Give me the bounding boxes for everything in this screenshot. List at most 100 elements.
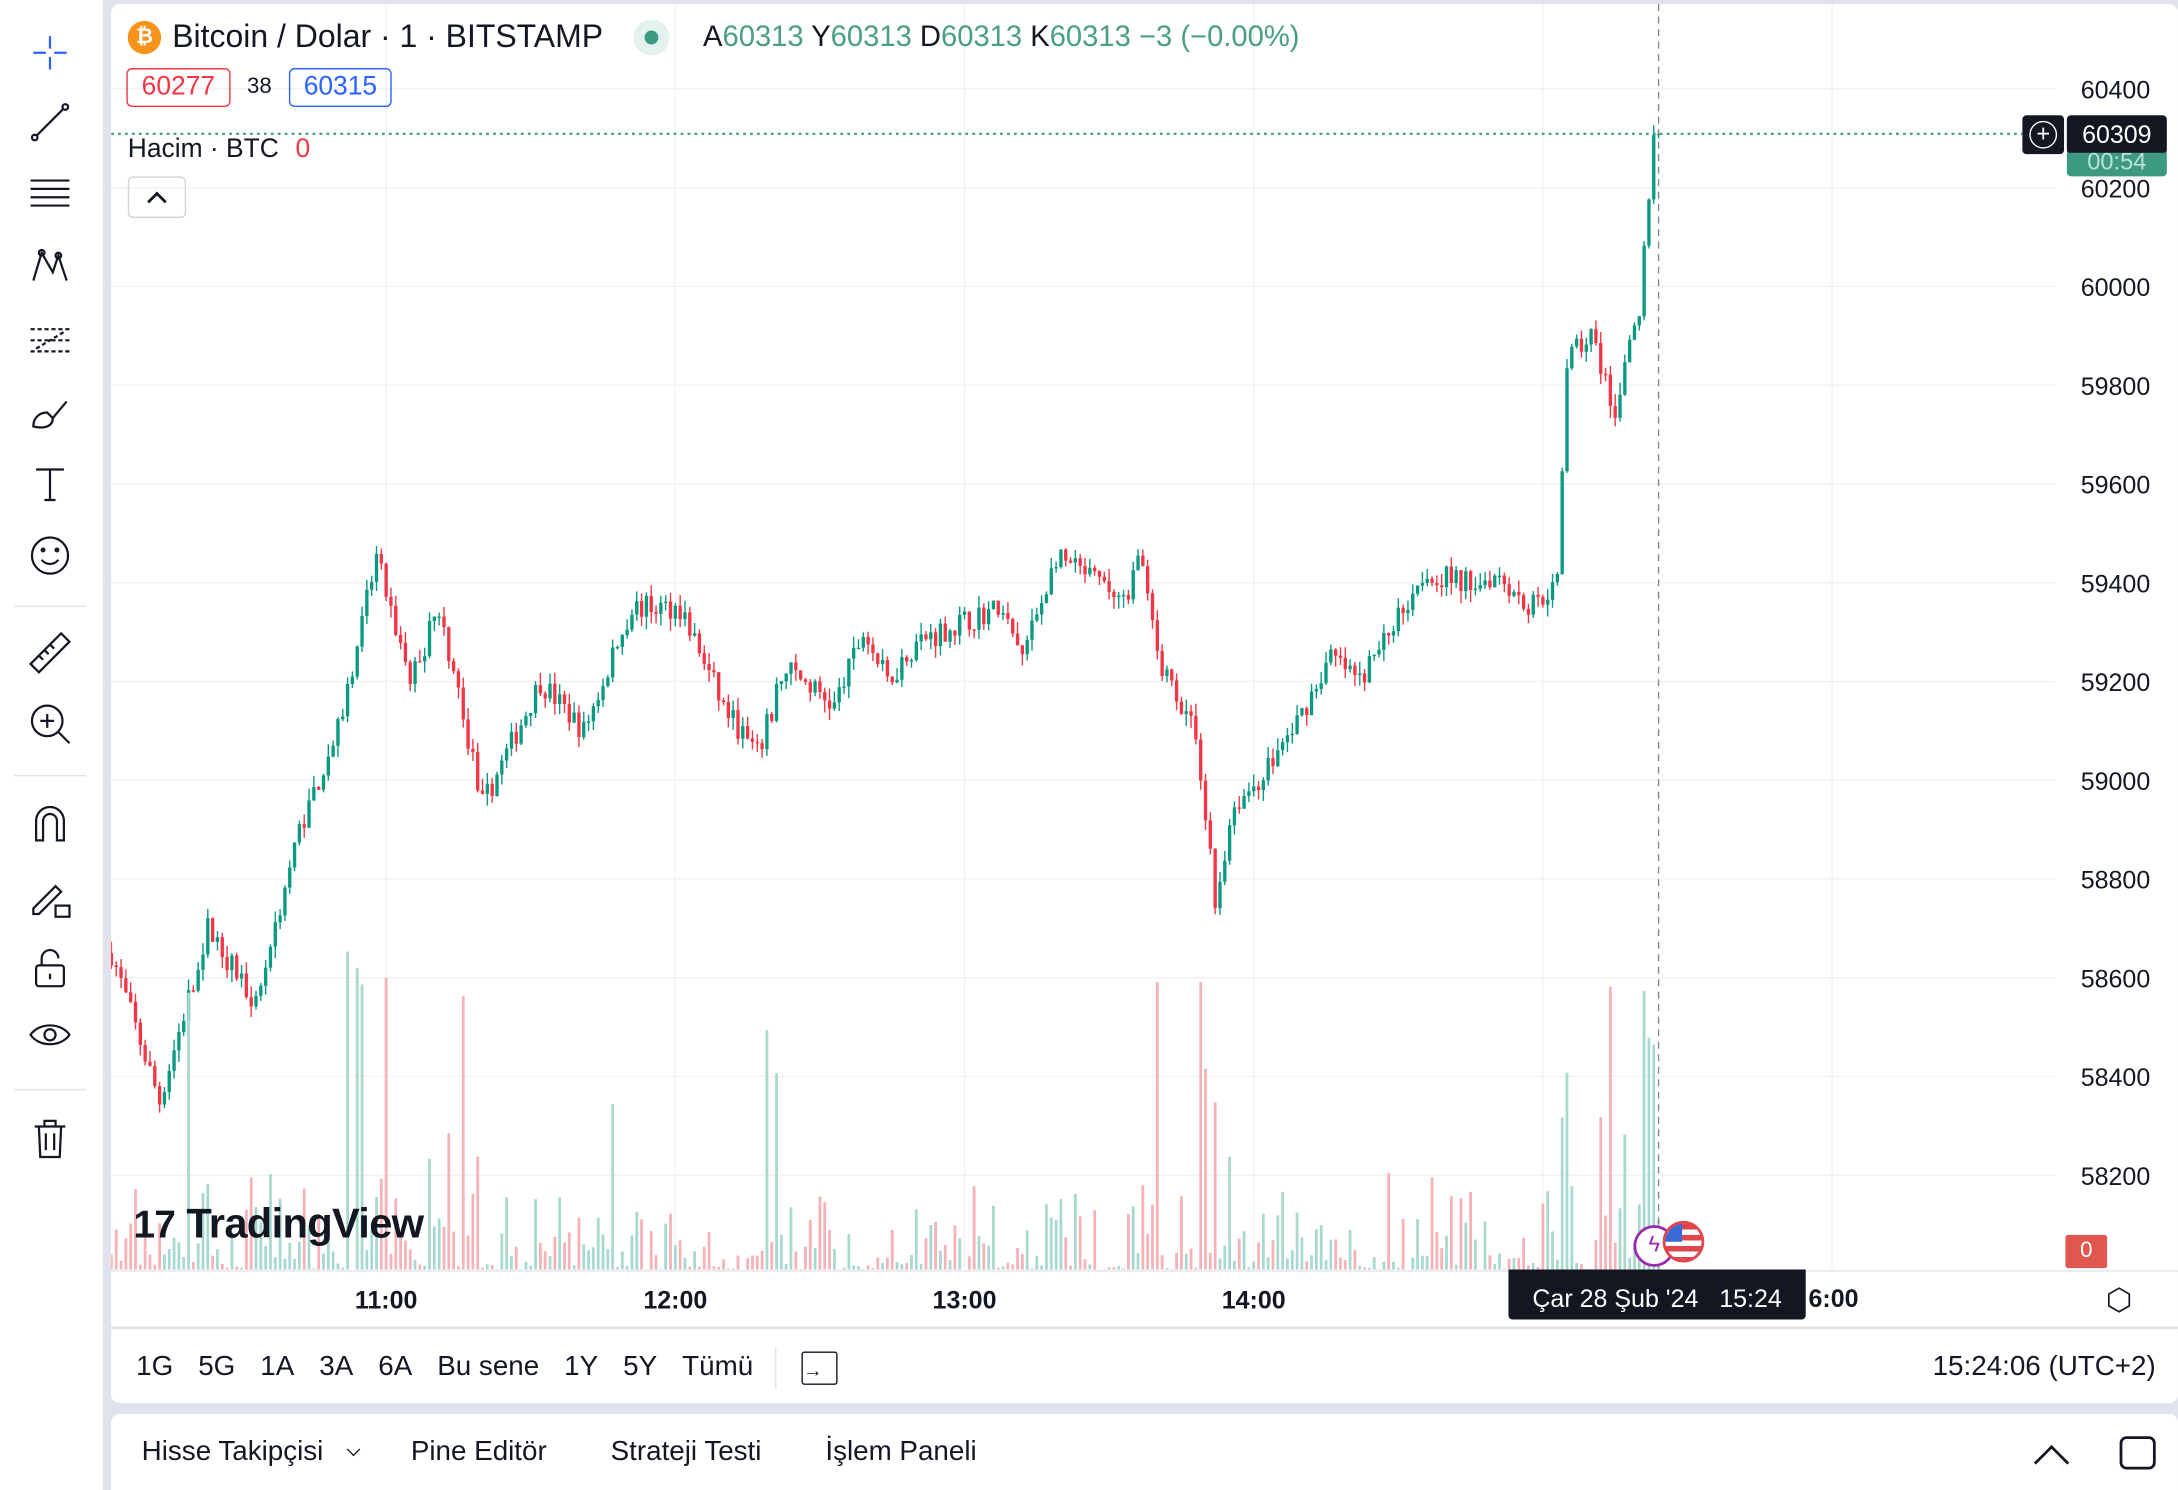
- candle-body: [991, 600, 996, 610]
- candle-body: [543, 693, 547, 699]
- candle-body: [567, 704, 571, 723]
- range-button[interactable]: 3A: [319, 1351, 354, 1383]
- tab-pine-editor[interactable]: Pine Editör: [410, 1436, 547, 1467]
- price-chart[interactable]: 60400 60200 60000 59800 59600 59400 59200 59000…: [111, 4, 2178, 1326]
- candle-body: [779, 681, 784, 685]
- range-button[interactable]: 5G: [198, 1351, 236, 1383]
- buy-button[interactable]: 60315: [288, 68, 393, 107]
- volume-bar: [1570, 1186, 1574, 1270]
- candle-body: [451, 661, 456, 672]
- volume-bar: [1194, 1267, 1198, 1270]
- candle-body: [1497, 575, 1502, 578]
- volume-bar: [220, 1263, 224, 1270]
- candle-body: [485, 783, 490, 794]
- candle-body: [1285, 735, 1290, 743]
- range-button[interactable]: 1Y: [564, 1351, 599, 1383]
- volume-bar: [808, 1219, 812, 1270]
- crosshair-icon[interactable]: [19, 25, 80, 81]
- pattern-icon[interactable]: [19, 239, 80, 295]
- unlock-icon[interactable]: [19, 940, 80, 996]
- volume-bar: [832, 1248, 836, 1270]
- volume-bar: [683, 1257, 687, 1270]
- candle-body: [1627, 339, 1632, 363]
- candle-body: [745, 726, 750, 739]
- range-button[interactable]: 1G: [136, 1351, 174, 1383]
- market-status-icon[interactable]: [633, 18, 670, 55]
- tab-strategy-tester[interactable]: Strateji Testi: [610, 1436, 762, 1467]
- high-label: Y: [811, 20, 831, 53]
- low-label: D: [919, 20, 942, 53]
- volume-bar: [187, 992, 190, 1270]
- us-flag-icon[interactable]: [1662, 1220, 1705, 1263]
- candle-body: [794, 662, 798, 671]
- volume-bar: [693, 1251, 697, 1270]
- sell-button[interactable]: 60277: [126, 68, 231, 107]
- candle-body: [263, 967, 268, 986]
- candle-body: [929, 632, 933, 640]
- candle-body: [1536, 594, 1540, 597]
- volume-bar: [519, 1269, 523, 1270]
- range-button[interactable]: Tümü: [682, 1351, 754, 1383]
- ruler-icon[interactable]: [19, 625, 80, 681]
- zoom-in-icon[interactable]: [19, 696, 80, 752]
- candle-body: [654, 612, 658, 614]
- symbol-title[interactable]: Bitcoin / Dolar · 1 · BITSTAMP: [172, 18, 604, 55]
- bottom-panel: Hisse Takipçisi Pine Editör Strateji Tes…: [111, 1414, 2178, 1490]
- volume-bar: [524, 1261, 528, 1270]
- volume-bar: [678, 1240, 682, 1270]
- chart-settings-icon[interactable]: ⬡: [2105, 1282, 2133, 1317]
- volume-bar: [201, 1192, 205, 1270]
- volume-bar: [191, 1262, 195, 1270]
- candle-body: [230, 955, 234, 971]
- fib-icon[interactable]: [19, 167, 80, 223]
- clock[interactable]: 15:24:06 (UTC+2): [1932, 1351, 2156, 1383]
- go-to-date-icon[interactable]: →: [801, 1350, 838, 1385]
- volume-bar: [158, 1223, 161, 1270]
- candle-body: [630, 614, 634, 630]
- candle-body: [1358, 673, 1362, 676]
- tab-trading-panel[interactable]: İşlem Paneli: [825, 1436, 977, 1467]
- candle-body: [225, 957, 229, 971]
- volume-bar: [1575, 1263, 1579, 1270]
- text-icon[interactable]: [19, 456, 80, 512]
- candle-body: [620, 635, 624, 647]
- candle-body: [336, 719, 340, 746]
- brush-icon[interactable]: [19, 385, 80, 441]
- candle-body: [823, 692, 827, 701]
- add-alert-button[interactable]: +: [2022, 115, 2065, 155]
- lock-drawing-icon[interactable]: [19, 870, 80, 926]
- volume-bar: [1334, 1239, 1338, 1270]
- range-button[interactable]: 6A: [378, 1351, 413, 1383]
- chart-panel[interactable]: 60400 60200 60000 59800 59600 59400 59200 59000…: [111, 4, 2178, 1403]
- trend-line-icon[interactable]: [19, 94, 80, 150]
- volume-bar: [890, 1229, 894, 1270]
- volume-bar: [751, 1255, 754, 1270]
- candle-body: [476, 751, 480, 791]
- volume-bar: [1498, 1253, 1501, 1270]
- magnet-icon[interactable]: [19, 796, 80, 852]
- eye-icon[interactable]: [19, 1007, 80, 1063]
- range-button[interactable]: Bu sene: [437, 1351, 540, 1383]
- emoji-icon[interactable]: [19, 528, 80, 584]
- candle-body: [1136, 555, 1140, 571]
- maximize-icon[interactable]: [2119, 1435, 2156, 1469]
- candle-body: [297, 824, 302, 843]
- candle-body: [1088, 567, 1092, 575]
- candle-body: [210, 918, 215, 942]
- candle-body: [1478, 585, 1482, 589]
- volume-bar: [1353, 1250, 1357, 1270]
- volume-bar: [225, 1267, 229, 1270]
- tab-stock-screener[interactable]: Hisse Takipçisi: [142, 1436, 361, 1468]
- open-value: 60313: [722, 20, 804, 53]
- price-tick: 58800: [2081, 867, 2151, 895]
- volume-bar: [1151, 1204, 1154, 1270]
- candle-body: [302, 824, 306, 828]
- chevron-up-icon[interactable]: [2033, 1444, 2070, 1480]
- forecast-icon[interactable]: [19, 313, 80, 369]
- volume-bar: [1286, 1258, 1289, 1270]
- trash-icon[interactable]: [19, 1111, 80, 1167]
- candle-body: [914, 641, 918, 661]
- collapse-legend-button[interactable]: [127, 176, 187, 219]
- range-button[interactable]: 1A: [260, 1351, 295, 1383]
- range-button[interactable]: 5Y: [623, 1351, 658, 1383]
